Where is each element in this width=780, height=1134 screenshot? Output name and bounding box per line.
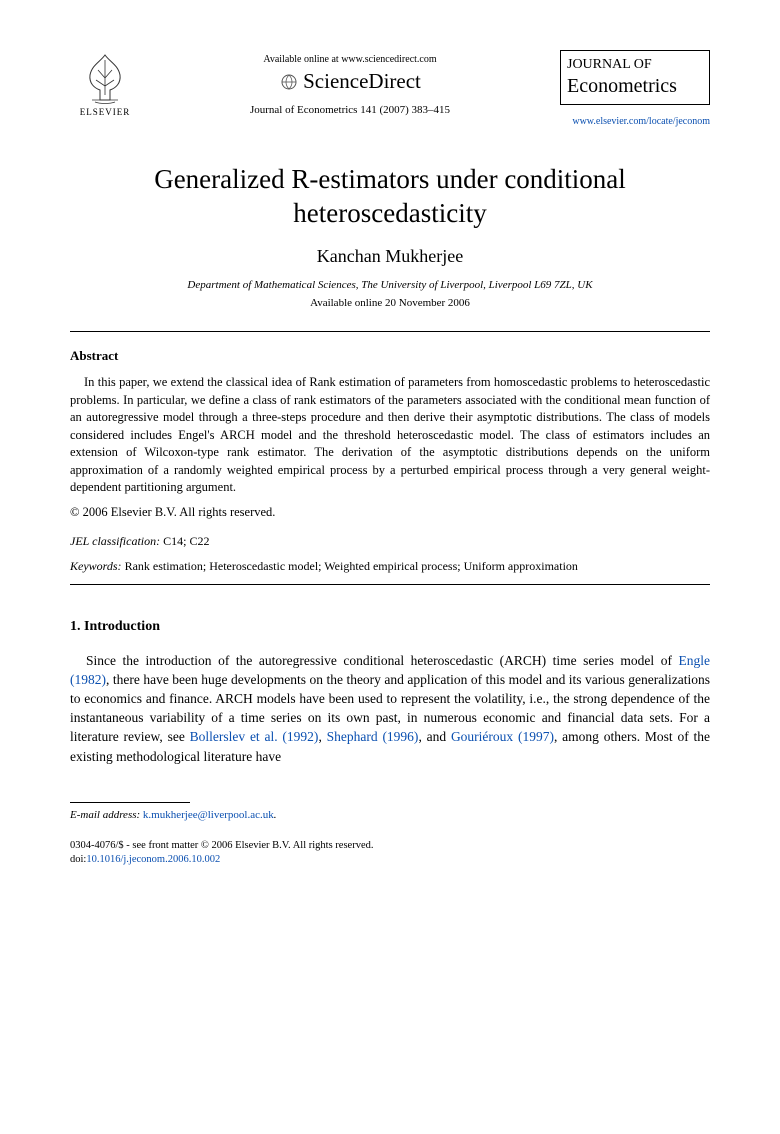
cite-bollerslev-1992[interactable]: Bollerslev et al. (1992) (190, 729, 319, 744)
intro-text-d: , and (418, 729, 451, 744)
author-name: Kanchan Mukherjee (70, 246, 710, 267)
doi-label: doi: (70, 854, 86, 865)
footer-doi: doi:10.1016/j.jeconom.2006.10.002 (70, 853, 710, 868)
email-label: E-mail address: (70, 809, 143, 821)
elsevier-tree-icon (80, 50, 130, 105)
journal-url-link[interactable]: www.elsevier.com/locate/jeconom (572, 116, 710, 127)
available-online-text: Available online at www.sciencedirect.co… (140, 54, 560, 65)
journal-reference: Journal of Econometrics 141 (2007) 383–4… (140, 104, 560, 116)
keywords: Keywords: Rank estimation; Heteroscedast… (70, 559, 710, 574)
keywords-label: Keywords: (70, 559, 125, 573)
right-header: JOURNAL OF Econometrics www.elsevier.com… (560, 50, 710, 129)
email-link[interactable]: k.mukherjee@liverpool.ac.uk (143, 809, 274, 821)
publisher-name: ELSEVIER (80, 107, 131, 117)
cite-gourieroux-1997[interactable]: Gouriéroux (1997) (451, 729, 554, 744)
rule-bottom (70, 584, 710, 585)
abstract-heading: Abstract (70, 348, 710, 364)
intro-paragraph-1: Since the introduction of the autoregres… (70, 651, 710, 766)
email-period: . (274, 809, 277, 821)
doi-link[interactable]: 10.1016/j.jeconom.2006.10.002 (86, 854, 220, 865)
copyright: © 2006 Elsevier B.V. All rights reserved… (70, 505, 710, 520)
jel-classification: JEL classification: C14; C22 (70, 534, 710, 549)
abstract-body: In this paper, we extend the classical i… (70, 374, 710, 497)
sciencedirect-text: ScienceDirect (303, 69, 421, 94)
section-1-heading: 1. Introduction (70, 619, 710, 635)
affiliation: Department of Mathematical Sciences, The… (70, 279, 710, 291)
journal-box-line2: Econometrics (567, 75, 677, 97)
paper-title: Generalized R-estimators under condition… (70, 163, 710, 231)
header-row: ELSEVIER Available online at www.science… (70, 50, 710, 129)
intro-text-a: Since the introduction of the autoregres… (86, 653, 679, 668)
publisher-block: ELSEVIER (70, 50, 140, 117)
sciencedirect-row: ScienceDirect (140, 69, 560, 94)
intro-text-c: , (318, 729, 326, 744)
title-line2: heteroscedasticity (293, 198, 486, 228)
jel-codes: C14; C22 (163, 534, 209, 548)
sciencedirect-icon (279, 72, 299, 92)
footer-copyright: 0304-4076/$ - see front matter © 2006 El… (70, 839, 710, 854)
center-header: Available online at www.sciencedirect.co… (140, 50, 560, 116)
journal-box-line1: JOURNAL OF (567, 57, 652, 72)
rule-top (70, 331, 710, 332)
journal-title-box: JOURNAL OF Econometrics (560, 50, 710, 105)
footnote-rule (70, 802, 190, 803)
keywords-terms: Rank estimation; Heteroscedastic model; … (125, 559, 578, 573)
cite-shephard-1996[interactable]: Shephard (1996) (327, 729, 419, 744)
email-footnote: E-mail address: k.mukherjee@liverpool.ac… (70, 809, 710, 821)
available-online-date: Available online 20 November 2006 (70, 297, 710, 309)
title-line1: Generalized R-estimators under condition… (154, 164, 626, 194)
jel-label: JEL classification: (70, 534, 163, 548)
